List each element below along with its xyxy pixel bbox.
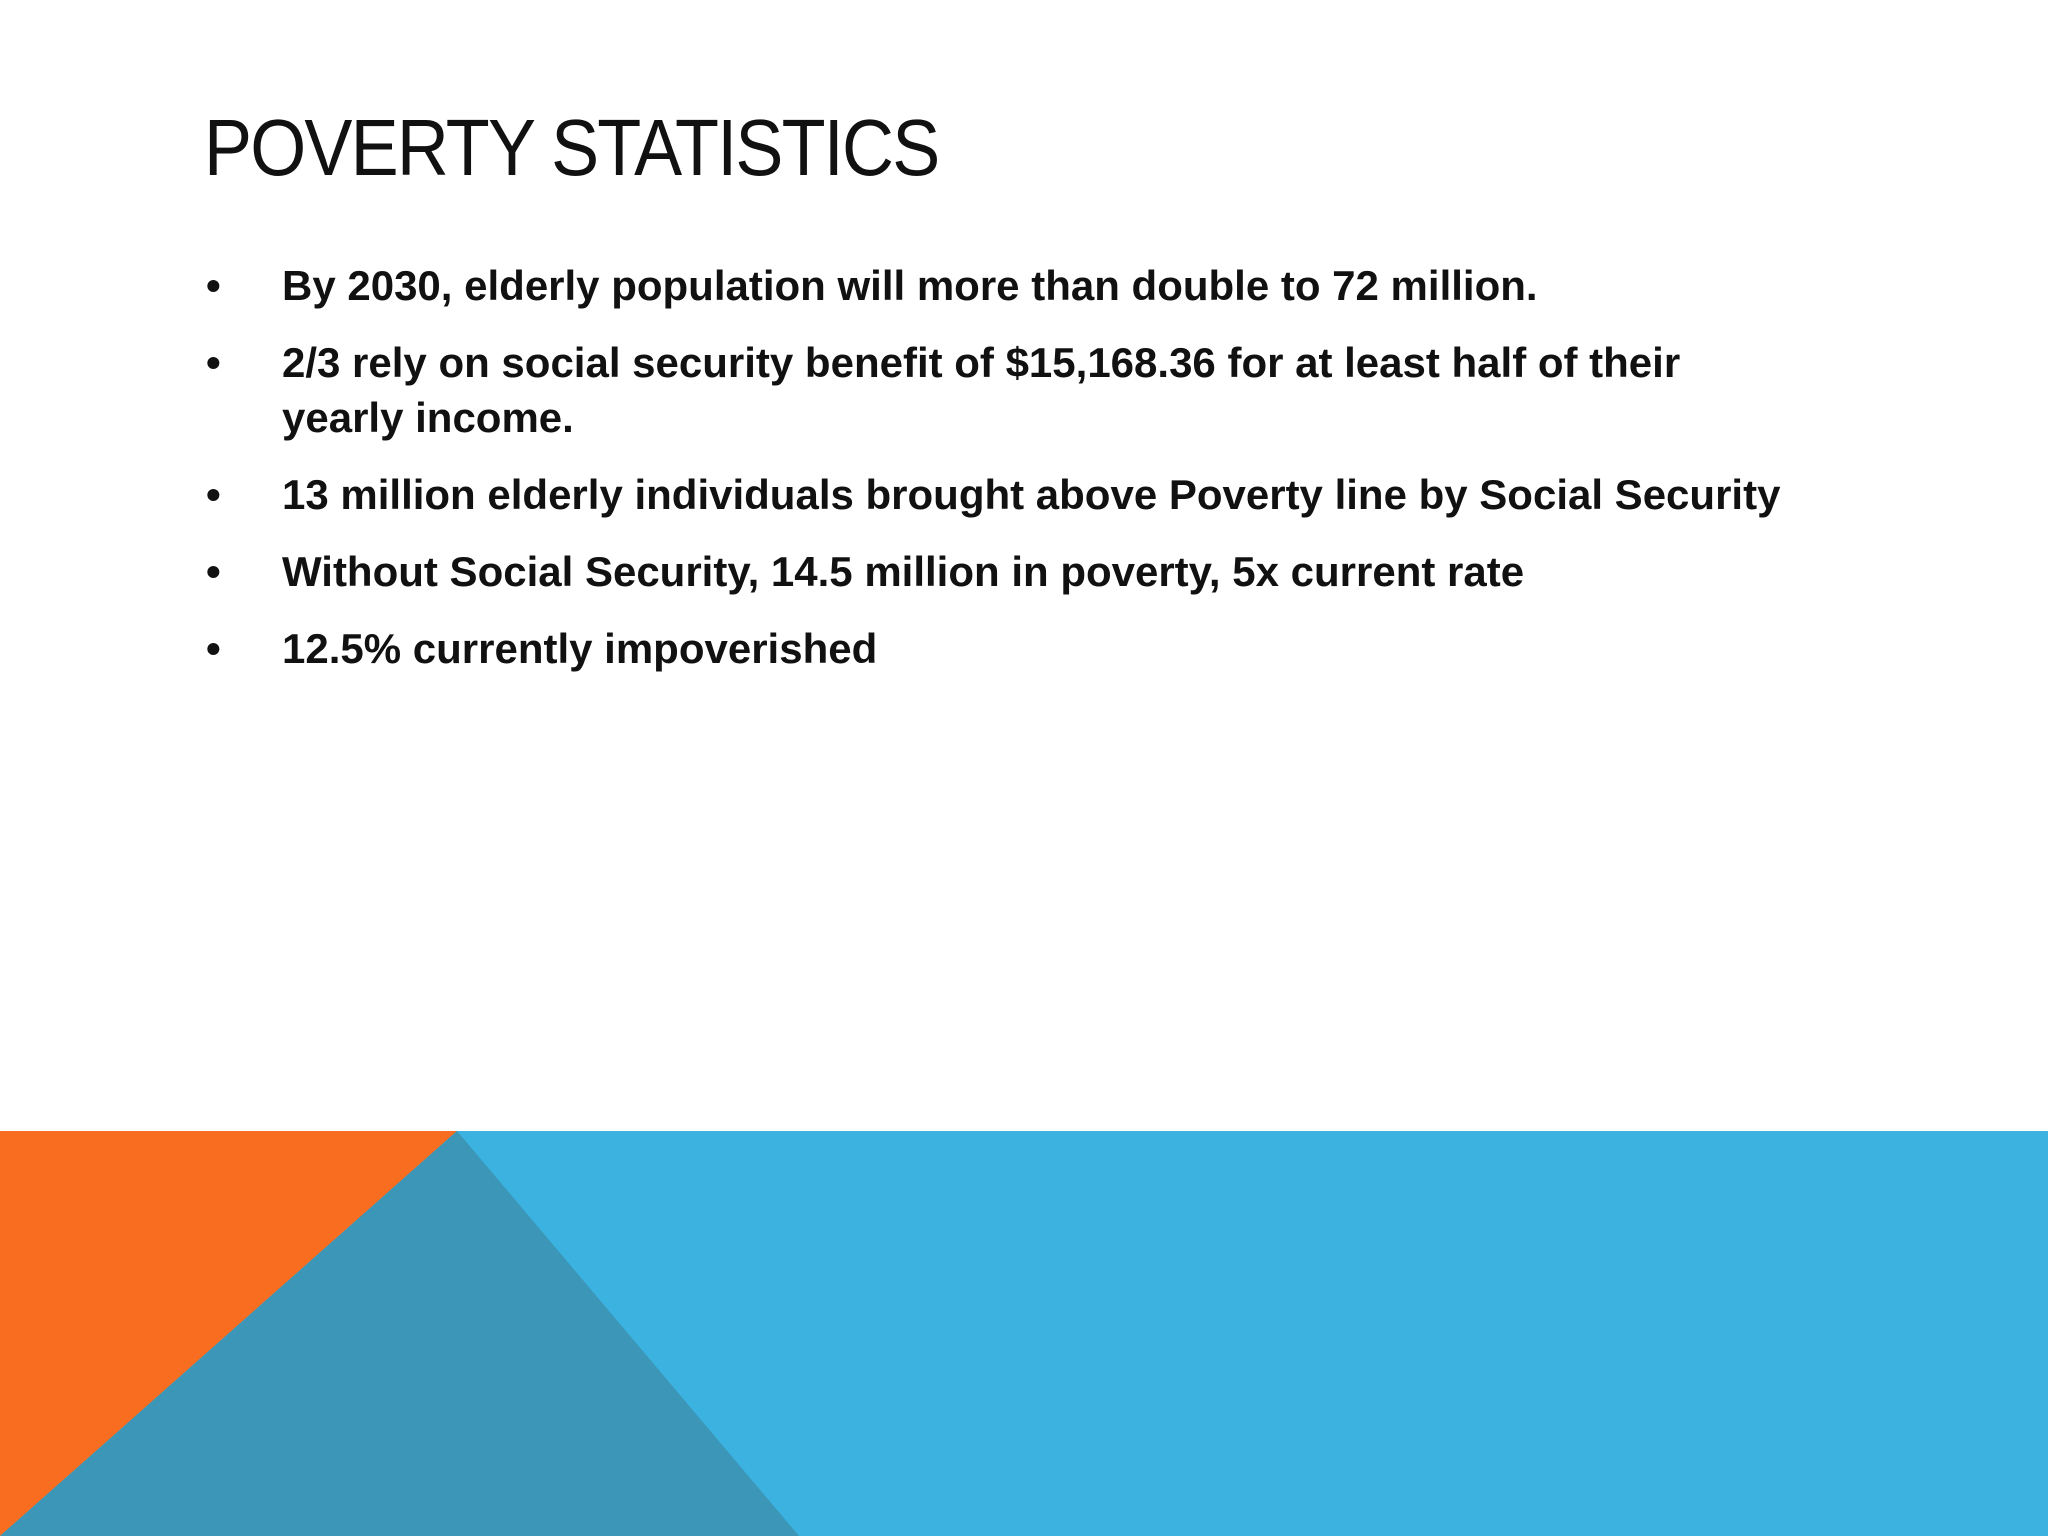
bullet-dot: • <box>206 339 221 386</box>
slide-title: POVERTY STATISTICS <box>204 103 940 192</box>
bullet-list: • By 2030, elderly population will more t… <box>206 258 1806 698</box>
bullet-item: • By 2030, elderly population will more t… <box>206 258 1806 313</box>
bullet-dot: • <box>206 471 221 518</box>
bullet-item: • 13 million elderly individuals brought … <box>206 467 1806 522</box>
bullet-dot: • <box>206 625 221 672</box>
bullet-text: By 2030, elderly population will more th… <box>282 262 1538 309</box>
bullet-text: 12.5% currently impoverished <box>282 625 878 672</box>
teal-triangle <box>0 1131 799 1536</box>
bullet-item: • Without Social Security, 14.5 million i… <box>206 544 1806 599</box>
bullet-dot: • <box>206 548 221 595</box>
bullet-item: • 12.5% currently impoverished <box>206 621 1806 676</box>
bullet-dot: • <box>206 262 221 309</box>
bullet-item: • 2/3 rely on social security benefit of … <box>206 335 1806 445</box>
bullet-text: Without Social Security, 14.5 million in… <box>282 548 1525 595</box>
bullet-text: 13 million elderly individuals brought a… <box>282 471 1781 518</box>
bullet-text: 2/3 rely on social security benefit of $… <box>282 339 1681 441</box>
